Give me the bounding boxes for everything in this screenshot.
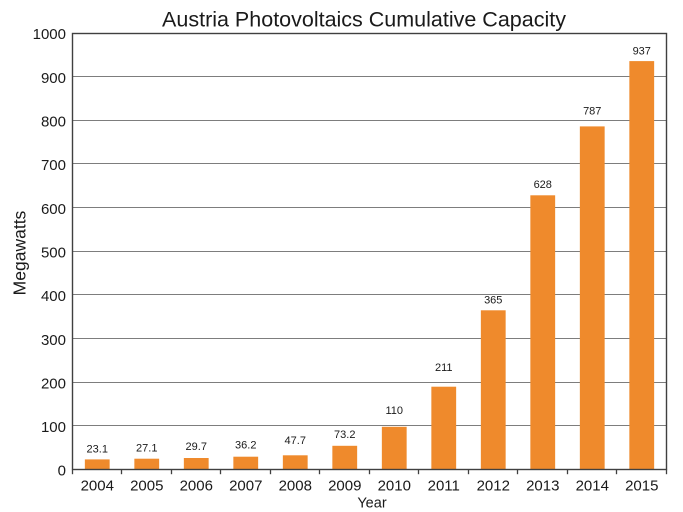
svg-text:787: 787 — [583, 106, 601, 118]
svg-text:2015: 2015 — [625, 478, 658, 495]
svg-text:Austria Photovoltaics Cumulati: Austria Photovoltaics Cumulative Capacit… — [162, 8, 566, 32]
svg-text:211: 211 — [435, 362, 453, 374]
svg-text:0: 0 — [58, 463, 66, 480]
svg-text:Year: Year — [357, 496, 386, 512]
svg-text:2011: 2011 — [428, 478, 460, 495]
svg-text:365: 365 — [484, 295, 502, 307]
svg-text:600: 600 — [41, 201, 66, 218]
svg-text:23.1: 23.1 — [87, 444, 108, 456]
svg-text:110: 110 — [385, 405, 403, 417]
svg-text:2012: 2012 — [477, 478, 510, 495]
svg-text:2008: 2008 — [279, 478, 312, 495]
svg-text:36.2: 36.2 — [235, 439, 256, 451]
svg-text:29.7: 29.7 — [186, 441, 207, 453]
svg-text:700: 700 — [41, 157, 66, 174]
svg-text:2010: 2010 — [378, 478, 411, 495]
svg-text:27.1: 27.1 — [136, 442, 157, 454]
svg-text:47.7: 47.7 — [285, 435, 306, 447]
svg-text:100: 100 — [41, 419, 66, 436]
svg-text:73.2: 73.2 — [334, 429, 355, 441]
svg-text:800: 800 — [41, 114, 66, 131]
svg-text:2004: 2004 — [81, 478, 114, 495]
svg-text:2007: 2007 — [229, 478, 262, 495]
svg-text:400: 400 — [41, 288, 66, 305]
svg-text:628: 628 — [534, 179, 552, 191]
svg-text:500: 500 — [41, 244, 66, 261]
svg-text:2009: 2009 — [328, 478, 361, 495]
svg-text:937: 937 — [633, 46, 651, 58]
svg-text:300: 300 — [41, 332, 66, 349]
svg-text:2014: 2014 — [576, 478, 609, 495]
svg-text:Megawatts: Megawatts — [10, 210, 30, 295]
svg-text:2005: 2005 — [130, 478, 163, 495]
svg-text:2006: 2006 — [180, 478, 213, 495]
svg-text:2013: 2013 — [526, 478, 559, 495]
svg-text:900: 900 — [41, 70, 66, 87]
svg-text:200: 200 — [41, 375, 66, 392]
svg-text:1000: 1000 — [33, 26, 66, 43]
